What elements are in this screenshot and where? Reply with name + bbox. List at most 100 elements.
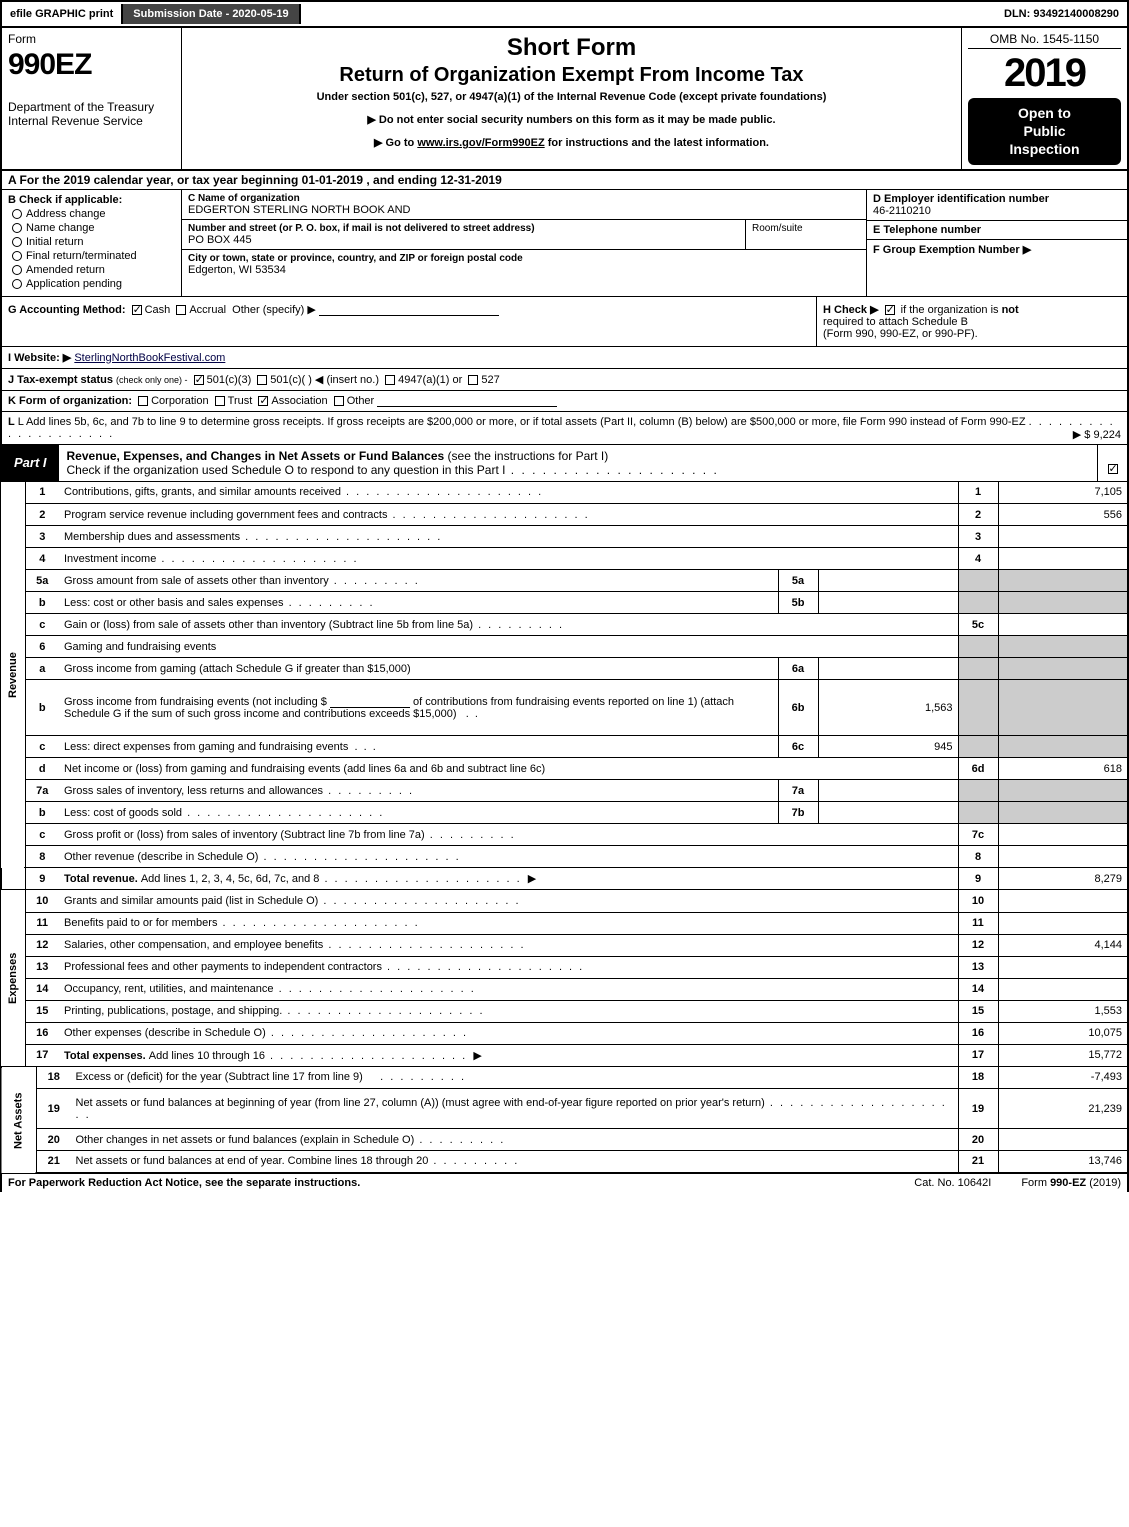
l6a-no: a (25, 658, 59, 680)
l4-desc: Investment income (64, 553, 156, 565)
dln-label: DLN: 93492140008290 (996, 4, 1127, 24)
chk-application-pending[interactable]: Application pending (12, 278, 175, 290)
l6b-blank[interactable] (330, 696, 410, 708)
chk-501c3[interactable] (194, 375, 204, 385)
chk-corporation[interactable] (138, 396, 148, 406)
cash-label: Cash (145, 304, 171, 316)
chk-501c[interactable] (257, 375, 267, 385)
chk-name-change[interactable]: Name change (12, 222, 175, 234)
chk-amended-return[interactable]: Amended return (12, 264, 175, 276)
group-exemption-label: F Group Exemption Number ▶ (873, 243, 1121, 256)
chk-application-pending-label: Application pending (26, 278, 122, 290)
l6c-shade1 (958, 736, 998, 758)
website-link[interactable]: SterlingNorthBookFestival.com (74, 352, 225, 364)
open-line1: Open to (972, 104, 1117, 122)
l18-no: 18 (37, 1067, 71, 1089)
chk-schedule-b[interactable] (885, 305, 895, 315)
l5c-val (998, 614, 1128, 636)
l11-val (998, 912, 1128, 934)
l15-desc: Printing, publications, postage, and shi… (64, 1005, 282, 1017)
page-footer: For Paperwork Reduction Act Notice, see … (0, 1174, 1129, 1192)
efile-print-label[interactable]: efile GRAPHIC print (2, 4, 123, 24)
l7a-shade2 (998, 780, 1128, 802)
l12-val: 4,144 (998, 934, 1128, 956)
line-14: 14 Occupancy, rent, utilities, and maint… (1, 978, 1128, 1000)
line-10: Expenses 10 Grants and similar amounts p… (1, 890, 1128, 912)
form-ref: Form 990-EZ (2019) (1021, 1177, 1121, 1189)
j-501c3: 501(c)(3) (207, 374, 252, 386)
l8-box: 8 (958, 846, 998, 868)
header-center: Short Form Return of Organization Exempt… (182, 28, 962, 169)
l13-no: 13 (25, 956, 59, 978)
other-specify-blank[interactable] (319, 304, 499, 316)
line-5b: b Less: cost or other basis and sales ex… (1, 592, 1128, 614)
l6b-shade1 (958, 680, 998, 736)
chk-address-change[interactable]: Address change (12, 208, 175, 220)
section-a-tax-year: A For the 2019 calendar year, or tax yea… (0, 171, 1129, 190)
l5a-shade1 (958, 570, 998, 592)
line-9: 9 Total revenue. Add lines 1, 2, 3, 4, 5… (1, 868, 1128, 890)
l6c-shade2 (998, 736, 1128, 758)
telephone-label: E Telephone number (873, 224, 1121, 236)
l15-box: 15 (958, 1000, 998, 1022)
l5a-shade2 (998, 570, 1128, 592)
l6d-val: 618 (998, 758, 1128, 780)
l19-val: 21,239 (998, 1089, 1128, 1129)
chk-cash[interactable] (132, 305, 142, 315)
l6-shade1 (958, 636, 998, 658)
j-sub: (check only one) - (116, 375, 188, 385)
side-revenue: Revenue (1, 482, 25, 868)
goto-link[interactable]: www.irs.gov/Form990EZ (417, 137, 544, 149)
k-other: Other (347, 395, 375, 407)
chk-accrual[interactable] (176, 305, 186, 315)
chk-trust[interactable] (215, 396, 225, 406)
l2-desc: Program service revenue including govern… (64, 509, 387, 521)
l7a-subval (818, 780, 958, 802)
form-word: Form (8, 32, 175, 46)
chk-association[interactable] (258, 396, 268, 406)
chk-initial-return[interactable]: Initial return (12, 236, 175, 248)
line-17: 17 Total expenses. Add lines 10 through … (1, 1044, 1128, 1066)
l6-shade2 (998, 636, 1128, 658)
l21-val: 13,746 (998, 1151, 1128, 1173)
l5a-no: 5a (25, 570, 59, 592)
line-20: 20 Other changes in net assets or fund b… (1, 1129, 1128, 1151)
dept-treasury: Department of the Treasury (8, 100, 175, 114)
l15-val: 1,553 (998, 1000, 1128, 1022)
line-8: 8 Other revenue (describe in Schedule O)… (1, 846, 1128, 868)
telephone-cell: E Telephone number (867, 221, 1127, 240)
l18-box: 18 (958, 1067, 998, 1089)
l-value: ▶ $ 9,224 (1073, 428, 1121, 441)
line-13: 13 Professional fees and other payments … (1, 956, 1128, 978)
l7b-sub: 7b (778, 802, 818, 824)
chk-other-org[interactable] (334, 396, 344, 406)
open-line2: Public (972, 122, 1117, 140)
l16-box: 16 (958, 1022, 998, 1044)
k-label: K Form of organization: (8, 395, 132, 407)
l19-box: 19 (958, 1089, 998, 1129)
k-trust: Trust (228, 395, 253, 407)
city-value: Edgerton, WI 53534 (188, 264, 860, 276)
open-to-public-badge: Open to Public Inspection (968, 98, 1121, 165)
l5c-box: 5c (958, 614, 998, 636)
l9-val: 8,279 (998, 868, 1128, 890)
k-other-blank[interactable] (377, 395, 557, 407)
chk-final-return[interactable]: Final return/terminated (12, 250, 175, 262)
chk-4947[interactable] (385, 375, 395, 385)
expenses-table: Expenses 10 Grants and similar amounts p… (0, 890, 1129, 1067)
side-net-assets: Net Assets (1, 1067, 37, 1173)
form-ref-post: (2019) (1086, 1177, 1121, 1189)
l18-desc: Excess or (deficit) for the year (Subtra… (76, 1071, 363, 1083)
line-6: 6 Gaming and fundraising events (1, 636, 1128, 658)
org-name-value: EDGERTON STERLING NORTH BOOK AND (188, 204, 860, 216)
accrual-label: Accrual (189, 304, 226, 316)
l3-val (998, 526, 1128, 548)
l7b-shade2 (998, 802, 1128, 824)
l21-desc: Net assets or fund balances at end of ye… (76, 1155, 429, 1167)
l9-box: 9 (958, 868, 998, 890)
l6c-no: c (25, 736, 59, 758)
chk-schedule-o-used[interactable] (1108, 464, 1118, 474)
paperwork-notice: For Paperwork Reduction Act Notice, see … (8, 1177, 884, 1189)
chk-527[interactable] (468, 375, 478, 385)
l1-box: 1 (958, 482, 998, 504)
